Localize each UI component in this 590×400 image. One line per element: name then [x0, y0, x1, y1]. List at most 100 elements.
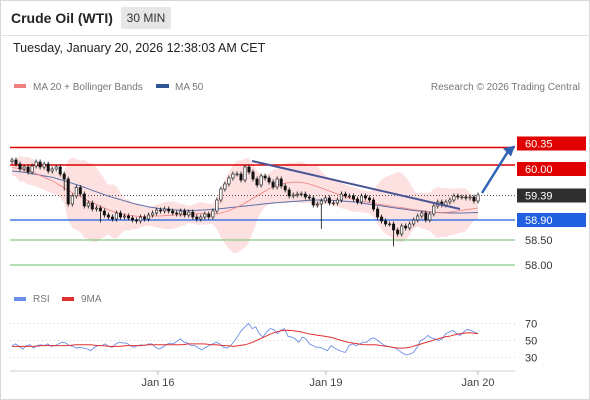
candle-body: [400, 225, 404, 235]
candle-body: [380, 216, 384, 222]
candle: [167, 206, 171, 214]
candle-body: [183, 210, 187, 216]
candle: [90, 200, 94, 212]
candle: [259, 173, 263, 188]
candle-body: [90, 202, 94, 210]
candle: [139, 214, 143, 224]
candle-body: [327, 197, 331, 204]
candle-body: [147, 214, 151, 220]
candle: [62, 171, 66, 191]
candle: [235, 171, 239, 177]
candle: [227, 175, 231, 187]
candle-body: [384, 220, 388, 225]
candle-body: [102, 210, 106, 216]
candle: [307, 194, 311, 201]
ma50-legend-label: MA 50: [175, 82, 204, 93]
candle: [456, 193, 460, 200]
candle: [275, 176, 279, 190]
candle: [127, 213, 131, 221]
candle: [163, 206, 167, 214]
rsi-tick-30: 30: [525, 353, 537, 365]
candle-body: [408, 223, 412, 229]
candle-body: [179, 210, 183, 215]
price-label-60.00: 60.00: [525, 164, 553, 176]
price-label-60.35: 60.35: [525, 139, 553, 151]
candle-body: [167, 208, 171, 212]
candle-body: [171, 210, 175, 214]
candle: [315, 201, 319, 208]
ma20-bb-legend-swatch: [14, 84, 26, 88]
candle-body: [275, 178, 279, 188]
candle-body: [219, 188, 223, 201]
candle-body: [251, 171, 255, 180]
candle-body: [106, 214, 110, 218]
candle: [70, 193, 74, 207]
candle: [472, 194, 476, 204]
candle-body: [323, 197, 327, 202]
candle: [367, 195, 371, 203]
candle: [219, 186, 223, 203]
copyright-text: Research © 2026 Trading Central: [431, 82, 580, 93]
chart-header: Crude Oil (WTI) 30 MIN: [0, 0, 590, 38]
candlesticks: [10, 157, 480, 247]
candle: [464, 194, 468, 201]
candle: [388, 221, 392, 227]
candle: [191, 209, 195, 220]
candle: [155, 207, 159, 216]
candle-body: [416, 215, 420, 221]
candle-body: [271, 181, 275, 188]
candle-body: [452, 195, 456, 201]
candle-body: [263, 175, 267, 179]
candle-body: [243, 166, 247, 181]
candle-body: [420, 212, 424, 217]
candle-body: [151, 212, 155, 216]
candle-body: [223, 183, 227, 190]
candle: [303, 191, 307, 200]
candle-body: [215, 199, 219, 212]
candle: [400, 223, 404, 237]
candle: [376, 206, 380, 220]
candle: [46, 161, 50, 174]
candle-body: [62, 173, 66, 180]
candle: [18, 161, 22, 172]
candle: [42, 161, 46, 170]
candle-body: [388, 223, 392, 226]
candle-body: [456, 195, 460, 198]
candle: [339, 191, 343, 203]
candle: [424, 210, 428, 223]
candle-body: [343, 193, 347, 197]
candle-body: [34, 161, 38, 167]
candle: [114, 210, 118, 222]
candle-body: [239, 173, 243, 181]
ma50-line: [11, 170, 479, 214]
candle-body: [30, 165, 34, 173]
candle: [195, 214, 199, 222]
candle: [343, 191, 347, 199]
candle: [159, 207, 163, 214]
candle-body: [50, 168, 54, 172]
candle: [82, 191, 86, 209]
candle: [351, 193, 355, 202]
bollinger-band: [12, 155, 478, 254]
candle: [211, 208, 215, 220]
candle-body: [279, 178, 283, 187]
candle: [323, 195, 327, 204]
candle: [131, 215, 135, 223]
candle-body: [339, 193, 343, 201]
candle: [384, 218, 388, 227]
price-label-box: [517, 213, 586, 227]
candle-body: [123, 215, 127, 218]
candle: [22, 164, 26, 172]
candle: [412, 217, 416, 227]
moving-averages: [11, 167, 479, 217]
candle-body: [396, 229, 400, 235]
candle: [74, 185, 78, 199]
candle: [30, 163, 34, 175]
candle: [10, 157, 14, 164]
candle: [247, 164, 251, 175]
candle-body: [58, 166, 62, 175]
candle-body: [412, 219, 416, 225]
candle: [151, 210, 155, 218]
candle-body: [303, 193, 307, 198]
timeframe-badge[interactable]: 30 MIN: [121, 7, 171, 29]
